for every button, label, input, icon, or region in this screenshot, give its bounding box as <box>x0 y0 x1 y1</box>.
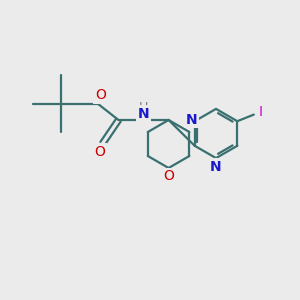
Text: I: I <box>258 105 262 118</box>
Text: H: H <box>138 101 148 114</box>
Text: N: N <box>137 107 149 121</box>
Text: O: O <box>95 88 106 102</box>
Text: N: N <box>210 160 222 173</box>
Text: N: N <box>186 113 197 127</box>
Text: O: O <box>94 145 105 159</box>
Text: O: O <box>163 169 174 183</box>
